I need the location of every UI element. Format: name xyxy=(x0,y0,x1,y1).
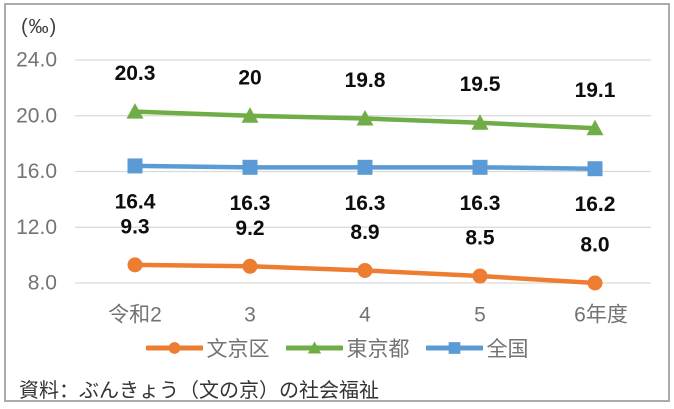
data-point-marker-circle xyxy=(357,262,373,278)
data-point-marker-triangle xyxy=(471,114,489,130)
legend-item-label: 全国 xyxy=(486,338,529,361)
data-point-label: 16.2 xyxy=(575,193,616,216)
data-point-label: 8.5 xyxy=(465,227,495,250)
data-point-marker-square xyxy=(587,161,603,177)
x-axis-tick-label: 6年度 xyxy=(574,304,628,327)
legend-marker-shape xyxy=(168,342,180,354)
data-point-label: 8.0 xyxy=(580,234,609,257)
data-point-label: 20 xyxy=(238,66,261,89)
data-point-label: 19.8 xyxy=(345,69,386,92)
data-point-marker-circle xyxy=(472,268,488,284)
source-note: 資料：ぶんきょう（文の京）の社会福祉 xyxy=(19,380,379,402)
data-point-label: 9.2 xyxy=(235,217,264,240)
data-point-label: 8.9 xyxy=(350,221,379,244)
legend-item-label: 東京都 xyxy=(346,338,410,361)
data-point-marker-square xyxy=(357,159,373,175)
y-axis-tick-label: 12.0 xyxy=(16,216,57,239)
data-point-marker-triangle xyxy=(126,103,144,119)
data-point-label: 16.3 xyxy=(230,192,271,215)
data-point-marker-square xyxy=(472,159,488,175)
legend-item: 東京都 xyxy=(285,333,410,363)
x-axis-tick-label: 4 xyxy=(359,304,371,327)
x-axis-tick-label: 3 xyxy=(244,304,256,327)
data-point-label: 19.1 xyxy=(575,79,616,102)
x-axis-tick-label: 5 xyxy=(474,304,486,327)
legend-item-label: 文京区 xyxy=(206,338,270,361)
legend-marker-shape xyxy=(307,341,321,354)
legend-item: 全国 xyxy=(425,333,529,363)
chart-border xyxy=(4,3,670,402)
data-point-label: 16.3 xyxy=(460,192,501,215)
y-axis-tick-label: 16.0 xyxy=(16,160,57,183)
y-axis-unit-label: (‰) xyxy=(21,16,58,38)
legend-item: 文京区 xyxy=(145,333,270,363)
data-point-label: 19.5 xyxy=(460,73,501,96)
data-point-marker-circle xyxy=(242,258,258,274)
data-point-marker-triangle xyxy=(586,119,604,136)
legend-marker-circle xyxy=(145,342,203,354)
y-axis-tick-label: 20.0 xyxy=(16,104,57,127)
data-point-marker-square xyxy=(242,159,258,175)
data-point-label: 9.3 xyxy=(120,215,149,238)
legend-marker-triangle xyxy=(285,341,343,354)
chart-legend: 文京区 東京都 全国 xyxy=(0,333,674,363)
data-point-marker-triangle xyxy=(356,110,374,126)
x-axis-tick-label: 令和2 xyxy=(108,304,162,327)
legend-marker-square xyxy=(425,342,483,354)
data-point-marker-circle xyxy=(587,275,603,291)
y-axis-tick-label: 24.0 xyxy=(16,49,57,72)
data-point-marker-triangle xyxy=(241,107,259,123)
y-axis-tick-label: 8.0 xyxy=(28,272,57,295)
data-point-marker-square xyxy=(127,158,143,174)
data-point-label: 16.3 xyxy=(345,192,386,215)
data-point-label: 16.4 xyxy=(115,190,156,213)
legend-marker-shape xyxy=(448,342,460,354)
data-point-marker-circle xyxy=(127,257,143,273)
data-point-label: 20.3 xyxy=(115,62,156,85)
